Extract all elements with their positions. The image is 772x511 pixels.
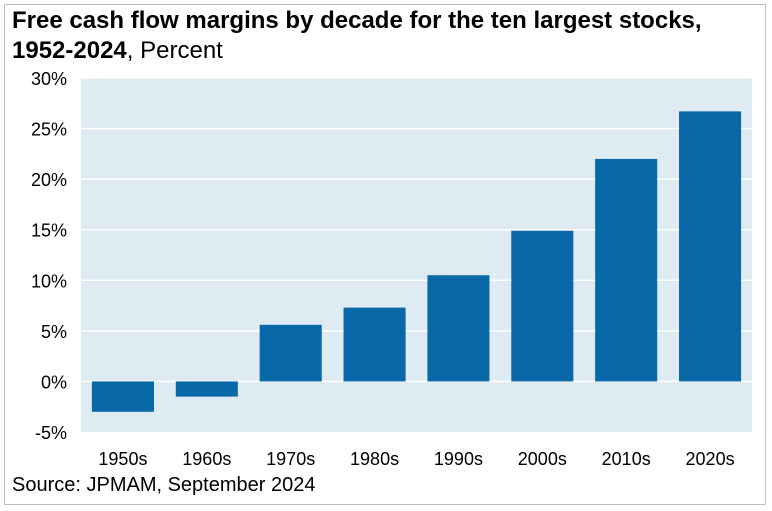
x-tick-label: 1950s: [98, 449, 147, 469]
y-tick-label: 20%: [31, 170, 67, 190]
chart-subtitle-sep: ,: [126, 37, 141, 64]
bar-1950s: [91, 381, 154, 412]
bar-2020s: [679, 111, 742, 382]
x-tick-label: 2020s: [686, 449, 735, 469]
bar-2000s: [511, 230, 574, 382]
chart-frame: [4, 4, 766, 505]
x-tick-label: 1960s: [182, 449, 231, 469]
chart-subtitle: Percent: [140, 37, 223, 64]
y-tick-label: 15%: [31, 221, 67, 241]
chart-title: Free cash flow margins by decade for the…: [12, 7, 702, 64]
x-tick-label: 1970s: [266, 449, 315, 469]
y-tick-label: 0%: [41, 372, 67, 392]
y-tick-label: -5%: [35, 423, 67, 443]
source-note: Source: JPMAM, September 2024: [12, 474, 316, 496]
x-tick-label: 2000s: [518, 449, 567, 469]
bar-1970s: [259, 324, 322, 382]
x-tick-label: 1980s: [350, 449, 399, 469]
bar-1990s: [427, 275, 490, 382]
y-tick-label: 25%: [31, 120, 67, 140]
bar-2010s: [595, 158, 658, 382]
bar-1960s: [175, 381, 238, 397]
chart-title-block: Free cash flow margins by decade for the…: [12, 6, 752, 66]
y-tick-label: 10%: [31, 271, 67, 291]
y-tick-label: 30%: [31, 69, 67, 89]
x-tick-label: 2010s: [602, 449, 651, 469]
bar-1980s: [343, 307, 406, 382]
y-tick-label: 5%: [41, 322, 67, 342]
x-tick-label: 1990s: [434, 449, 483, 469]
